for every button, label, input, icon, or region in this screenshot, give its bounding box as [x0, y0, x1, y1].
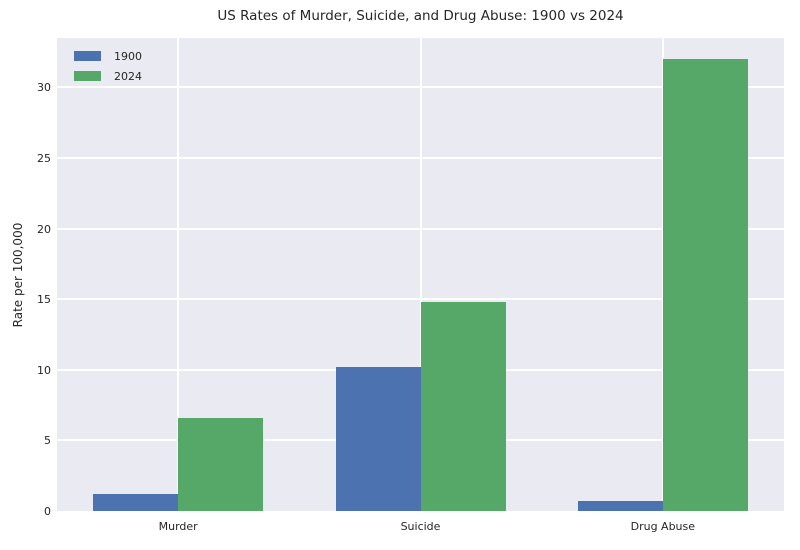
legend: 1900 2024: [68, 44, 148, 88]
gridline-horizontal: [57, 227, 784, 230]
x-tick-label-drug-abuse: Drug Abuse: [630, 520, 696, 533]
bar-2024-suicide: [420, 302, 506, 511]
gridline-vertical: [419, 38, 422, 511]
y-tick-label: 25: [37, 152, 51, 165]
legend-swatch-icon: [74, 51, 101, 61]
y-tick-label: 10: [37, 363, 51, 377]
y-tick-label: 0: [44, 505, 51, 518]
y-tick-label: 20: [37, 222, 51, 236]
y-tick-label: 30: [37, 81, 51, 95]
legend-label: 2024: [114, 69, 142, 83]
bar-1900-murder: [93, 494, 179, 511]
chart-title: US Rates of Murder, Suicide, and Drug Ab…: [217, 8, 624, 24]
gridline-horizontal: [57, 157, 784, 160]
bar-1900-drug-abuse: [577, 501, 663, 511]
plot-area: [57, 38, 784, 511]
gridline-horizontal: [57, 298, 784, 301]
x-tick-label-murder: Murder: [158, 520, 198, 533]
y-tick-label: 5: [44, 434, 51, 448]
legend-item-1900: 1900: [74, 46, 142, 66]
legend-item-2024: 2024: [74, 66, 142, 86]
x-tick-label-suicide: Suicide: [400, 520, 441, 533]
bar-1900-suicide: [335, 366, 421, 511]
gridline-horizontal: [57, 86, 784, 89]
bar-2024-drug-abuse: [662, 59, 748, 511]
y-tick-label: 15: [37, 293, 51, 307]
bar-2024-murder: [178, 417, 264, 511]
y-axis-label: Rate per 100,000: [11, 222, 25, 328]
legend-label: 1900: [114, 49, 142, 63]
legend-swatch-icon: [74, 71, 101, 81]
gridline-vertical: [177, 38, 180, 511]
